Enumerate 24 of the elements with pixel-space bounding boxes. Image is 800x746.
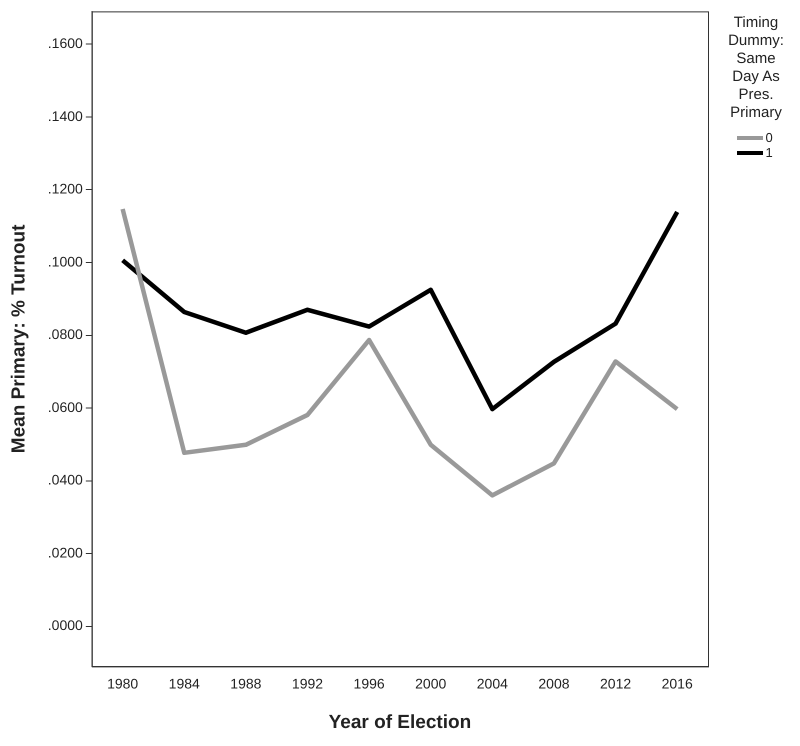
y-axis-title: Mean Primary: % Turnout	[8, 224, 30, 454]
x-tick-label: 2000	[415, 676, 447, 692]
y-tick-label: .1600	[48, 35, 84, 52]
x-tick-label: 1980	[107, 676, 138, 692]
x-axis-title: Year of Election	[328, 712, 472, 733]
x-tick-label: 1996	[354, 676, 385, 692]
x-tick-label: 2016	[662, 676, 693, 692]
x-tick-label: 2004	[476, 676, 508, 692]
y-tick-label: .0200	[48, 544, 84, 560]
legend-title: Timing Dummy: Same Day As Pres. Primary	[727, 14, 785, 122]
y-tick-label: .1000	[48, 253, 84, 270]
y-tick-label: .0800	[48, 326, 84, 342]
legend-label: 0	[766, 130, 774, 145]
x-tick-label: 1988	[230, 676, 262, 692]
y-tick-label: .0400	[48, 472, 84, 488]
y-tick-label: .0000	[48, 617, 84, 634]
y-tick-label: .1400	[48, 108, 84, 124]
y-tick-label: .0600	[48, 398, 84, 415]
x-tick-label: 1984	[168, 676, 200, 692]
legend-label: 1	[766, 145, 774, 160]
x-tick-label: 1992	[292, 676, 324, 692]
y-tick-label: .1200	[48, 180, 84, 197]
x-tick-label: 2012	[600, 676, 632, 692]
x-tick-label: 2008	[538, 676, 570, 692]
